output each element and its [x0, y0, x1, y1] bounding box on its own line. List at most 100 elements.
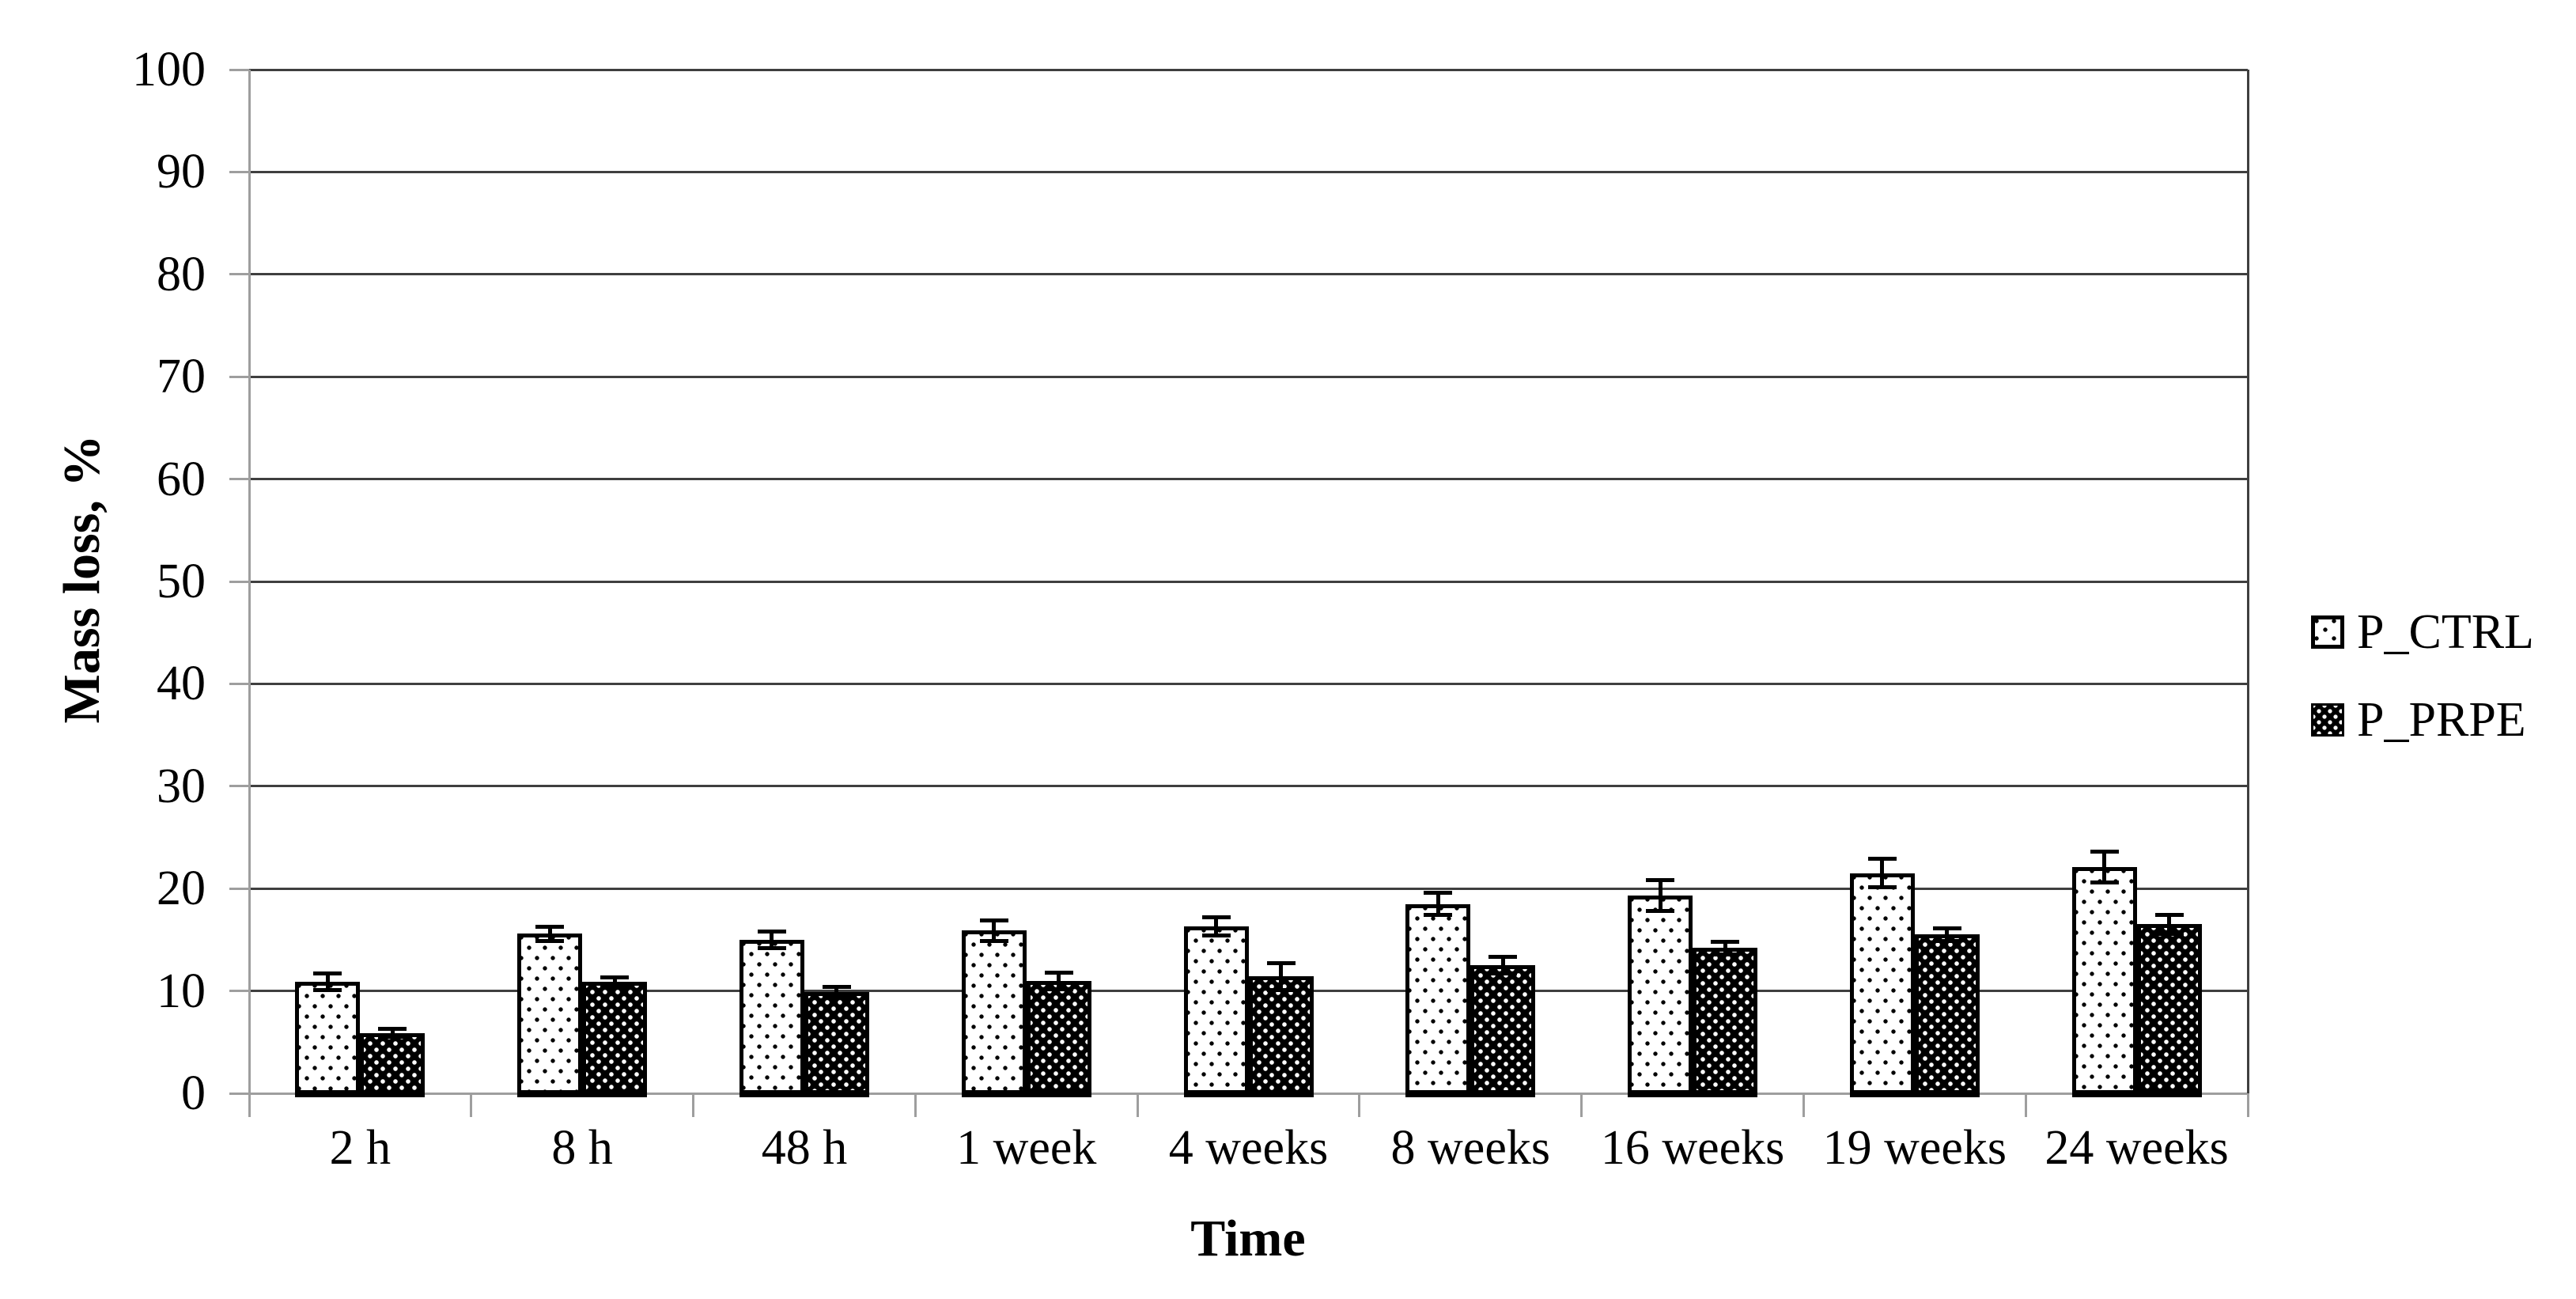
bar-p_ctrl-2: [739, 939, 804, 1097]
x-tick-label-16-weeks: 16 weeks: [1600, 1121, 1785, 1175]
error-bar-cap-bottom-p_ctrl-4: [1201, 934, 1231, 938]
error-bar-cap-bottom-p_prpe-8: [2154, 931, 2184, 936]
y-tick-50: [229, 580, 249, 583]
gridline-y-70: [249, 375, 2248, 378]
error-bar-p_prpe-5: [1500, 956, 1505, 974]
bar-p_prpe-4: [1248, 976, 1314, 1097]
legend-item-p-ctrl: P_CTRL: [2311, 608, 2534, 657]
error-bar-cap-bottom-p_prpe-1: [600, 983, 630, 988]
legend-item-p-prpe: P_PRPE: [2311, 695, 2526, 744]
error-bar-p_ctrl-5: [1436, 892, 1440, 915]
x-tick-label-1-week: 1 week: [956, 1121, 1097, 1175]
y-tick-label-70: 70: [157, 350, 206, 404]
x-tick-label-24-weeks: 24 weeks: [2045, 1121, 2229, 1175]
error-bar-p_ctrl-4: [1214, 917, 1218, 936]
y-tick-60: [229, 478, 249, 481]
gridline-y-100: [249, 68, 2248, 71]
error-bar-cap-bottom-p_ctrl-2: [757, 945, 786, 950]
gridline-y-60: [249, 478, 2248, 481]
x-tick-label-2-h: 2 h: [329, 1121, 392, 1175]
error-bar-cap-bottom-p_ctrl-7: [1867, 885, 1897, 890]
error-bar-cap-bottom-p_prpe-6: [1711, 952, 1740, 956]
error-bar-cap-bottom-p_prpe-4: [1266, 987, 1296, 992]
y-tick-label-20: 20: [157, 862, 206, 916]
error-bar-cap-top-p_prpe-5: [1488, 955, 1518, 960]
x-tick-2: [914, 1093, 917, 1117]
error-bar-p_ctrl-6: [1658, 880, 1662, 911]
error-bar-cap-top-p_prpe-2: [822, 984, 851, 989]
gridline-y-50: [249, 580, 2248, 583]
y-tick-label-80: 80: [157, 247, 206, 301]
x-tick-label-48-h: 48 h: [761, 1121, 848, 1175]
y-tick-100: [229, 68, 249, 71]
error-bar-cap-bottom-p_ctrl-3: [979, 938, 1008, 943]
y-tick-label-10: 10: [157, 964, 206, 1018]
x-tick-label-4-weeks: 4 weeks: [1168, 1121, 1329, 1175]
x-tick-label-19-weeks: 19 weeks: [1822, 1121, 2007, 1175]
x-tick-3: [1136, 1093, 1139, 1117]
error-bar-p_ctrl-3: [992, 920, 997, 941]
bar-p_ctrl-3: [961, 930, 1027, 1097]
gridline-y-20: [249, 887, 2248, 890]
error-bar-p_prpe-1: [612, 977, 617, 987]
y-tick-70: [229, 375, 249, 378]
y-tick-label-40: 40: [157, 657, 206, 711]
error-bar-p_ctrl-7: [1880, 858, 1885, 888]
error-bar-cap-top-p_ctrl-8: [2090, 850, 2119, 854]
y-tick-label-60: 60: [157, 452, 206, 506]
legend-label-p-ctrl: P_CTRL: [2357, 605, 2534, 659]
error-bar-cap-bottom-p_prpe-7: [1932, 938, 1961, 943]
error-bar-cap-bottom-p_ctrl-5: [1424, 913, 1453, 918]
legend-swatch-p-prpe-icon: [2311, 703, 2344, 737]
y-axis-line: [248, 70, 251, 1117]
x-tick-label-8-h: 8 h: [551, 1121, 613, 1175]
error-bar-cap-bottom-p_ctrl-1: [535, 938, 565, 943]
bar-p_ctrl-4: [1183, 926, 1249, 1097]
error-bar-p_ctrl-2: [770, 931, 774, 949]
error-bar-p_prpe-4: [1279, 963, 1283, 990]
error-bar-cap-bottom-p_prpe-3: [1044, 987, 1073, 991]
x-tick-7: [2024, 1093, 2027, 1117]
bar-p_prpe-6: [1693, 948, 1758, 1097]
error-bar-cap-bottom-p_prpe-2: [822, 994, 851, 999]
y-tick-40: [229, 682, 249, 685]
y-tick-90: [229, 170, 249, 173]
error-bar-cap-bottom-p_ctrl-8: [2090, 880, 2119, 884]
error-bar-cap-top-p_ctrl-2: [757, 930, 786, 934]
y-tick-20: [229, 887, 249, 890]
plot-right-border: [2246, 70, 2249, 1093]
y-tick-label-100: 100: [132, 43, 206, 97]
bar-p_ctrl-8: [2071, 867, 2137, 1097]
error-bar-cap-top-p_prpe-0: [378, 1026, 407, 1031]
y-tick-30: [229, 785, 249, 788]
error-bar-cap-bottom-p_prpe-0: [378, 1035, 407, 1040]
y-tick-label-0: 0: [181, 1066, 206, 1120]
error-bar-cap-top-p_ctrl-0: [313, 971, 342, 976]
error-bar-p_prpe-7: [1945, 928, 1950, 941]
error-bar-p_prpe-2: [834, 987, 839, 998]
error-bar-p_ctrl-8: [2102, 851, 2107, 883]
error-bar-p_prpe-3: [1057, 972, 1061, 989]
x-axis-title: Time: [1190, 1210, 1306, 1267]
bar-p_prpe-7: [1914, 934, 1980, 1097]
y-tick-label-90: 90: [157, 145, 206, 199]
bar-p_prpe-5: [1470, 965, 1536, 1097]
bar-p_ctrl-0: [295, 981, 361, 1097]
error-bar-cap-bottom-p_ctrl-0: [313, 987, 342, 992]
error-bar-p_prpe-0: [390, 1028, 395, 1037]
y-tick-label-30: 30: [157, 759, 206, 813]
bar-p_ctrl-5: [1405, 903, 1471, 1097]
x-tick-1: [692, 1093, 695, 1117]
y-tick-80: [229, 273, 249, 276]
bar-p_prpe-3: [1026, 980, 1091, 1097]
gridline-y-30: [249, 785, 2248, 788]
error-bar-p_ctrl-1: [547, 926, 552, 941]
gridline-y-90: [249, 170, 2248, 173]
error-bar-cap-top-p_prpe-1: [600, 975, 630, 980]
error-bar-cap-top-p_ctrl-4: [1201, 915, 1231, 919]
gridline-y-80: [249, 273, 2248, 276]
y-tick-label-50: 50: [157, 555, 206, 608]
legend-swatch-p-ctrl-icon: [2311, 615, 2344, 649]
error-bar-cap-top-p_prpe-8: [2154, 913, 2184, 918]
x-tick-6: [1802, 1093, 1805, 1117]
